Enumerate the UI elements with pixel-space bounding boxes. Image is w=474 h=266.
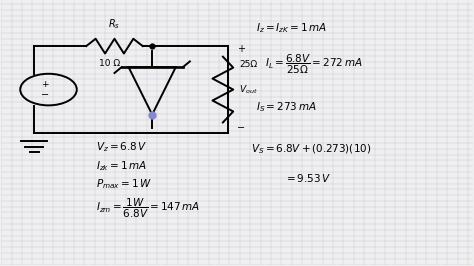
Text: 10 Ω: 10 Ω	[99, 59, 120, 68]
Text: $I_L = \dfrac{6.8V}{25\Omega} = 272\,mA$: $I_L = \dfrac{6.8V}{25\Omega} = 272\,mA$	[265, 53, 363, 76]
Text: −: −	[41, 90, 49, 100]
Text: $V_z = 6.8\,V$: $V_z = 6.8\,V$	[96, 140, 147, 154]
Text: $I_{zm} = \dfrac{1W}{6.8V} = 147\,mA$: $I_{zm} = \dfrac{1W}{6.8V} = 147\,mA$	[96, 196, 200, 220]
Text: $I_z = I_{zK} = 1\,mA$: $I_z = I_{zK} = 1\,mA$	[256, 21, 327, 35]
Text: $I_{zk} = 1\,mA$: $I_{zk} = 1\,mA$	[96, 159, 146, 173]
Text: 25Ω: 25Ω	[239, 60, 257, 69]
Text: $R_s$: $R_s$	[109, 17, 120, 31]
Text: $= 9.53\,V$: $= 9.53\,V$	[284, 172, 331, 184]
Text: $V_S = 6.8V + (0.273)(10)$: $V_S = 6.8V + (0.273)(10)$	[251, 142, 372, 156]
Text: $V_{out}$: $V_{out}$	[239, 83, 258, 96]
Text: +: +	[237, 44, 245, 54]
Text: $P_{max} = 1\,W$: $P_{max} = 1\,W$	[96, 177, 152, 191]
Text: −: −	[237, 123, 245, 133]
Text: $I_S = 273\,mA$: $I_S = 273\,mA$	[256, 100, 317, 114]
Text: +: +	[41, 80, 48, 89]
